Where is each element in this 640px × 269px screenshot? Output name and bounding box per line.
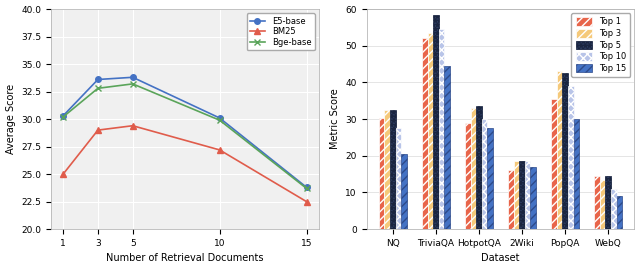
X-axis label: Number of Retrieval Documents: Number of Retrieval Documents <box>106 253 264 263</box>
Bge-base <box>216 119 223 122</box>
Line: Bge-base: Bge-base <box>60 81 309 191</box>
Bge-base <box>129 82 136 86</box>
E5-base <box>129 76 136 79</box>
E5-base <box>216 116 223 120</box>
Bar <box>379 118 385 229</box>
E5-base <box>94 78 102 81</box>
Bar <box>508 171 514 229</box>
Bar <box>385 110 390 229</box>
Bar <box>396 128 401 229</box>
Bar <box>525 161 531 229</box>
Bar <box>595 176 600 229</box>
Legend: Top 1, Top 3, Top 5, Top 10, Top 15: Top 1, Top 3, Top 5, Top 10, Top 15 <box>572 13 630 77</box>
BM25 <box>60 172 67 176</box>
Bar <box>401 154 407 229</box>
Bar <box>531 167 536 229</box>
Bar <box>568 86 573 229</box>
Y-axis label: Average Score: Average Score <box>6 84 15 154</box>
BM25 <box>129 124 136 127</box>
Bar <box>438 29 444 229</box>
Bar <box>488 128 493 229</box>
BM25 <box>216 148 223 151</box>
Bar <box>422 38 428 229</box>
BM25 <box>94 129 102 132</box>
Bar <box>563 73 568 229</box>
Bar <box>482 119 488 229</box>
Bar <box>428 33 433 229</box>
Legend: E5-base, BM25, Bge-base: E5-base, BM25, Bge-base <box>246 13 315 50</box>
Bar <box>514 161 519 229</box>
Bar <box>551 99 557 229</box>
Bar <box>444 66 450 229</box>
E5-base <box>303 186 310 189</box>
Bge-base <box>60 115 67 119</box>
Bar <box>470 108 476 229</box>
Bar <box>617 196 622 229</box>
Bar <box>557 72 563 229</box>
Bar <box>433 15 438 229</box>
Bar <box>605 176 611 229</box>
Y-axis label: Metric Score: Metric Score <box>330 89 340 150</box>
Bar <box>573 119 579 229</box>
Bar <box>465 123 470 229</box>
E5-base <box>60 114 67 118</box>
Bar <box>519 161 525 229</box>
Bar <box>390 110 396 229</box>
Bge-base <box>94 87 102 90</box>
Bar <box>611 189 617 229</box>
X-axis label: Dataset: Dataset <box>481 253 520 263</box>
BM25 <box>303 200 310 203</box>
Bar <box>600 180 605 229</box>
Line: E5-base: E5-base <box>60 75 309 190</box>
Bar <box>476 106 482 229</box>
Bge-base <box>303 187 310 190</box>
Line: BM25: BM25 <box>60 123 309 204</box>
